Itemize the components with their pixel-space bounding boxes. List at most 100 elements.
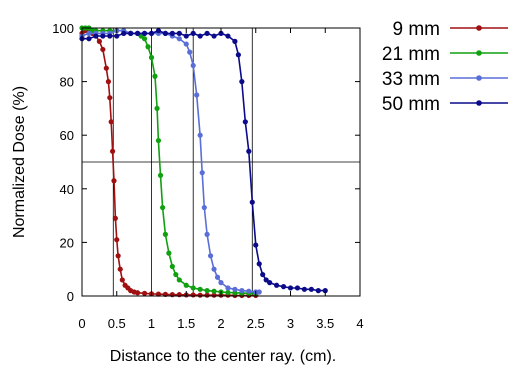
series-2-point bbox=[176, 36, 182, 42]
series-0-point bbox=[105, 79, 112, 85]
series-2-point bbox=[239, 288, 245, 294]
series-0-point bbox=[190, 292, 196, 298]
series-3-point bbox=[197, 33, 203, 39]
series-3-point bbox=[249, 199, 255, 205]
series-2-point bbox=[190, 62, 196, 69]
series-0-point bbox=[115, 253, 121, 259]
series-1-point bbox=[155, 137, 162, 144]
series-3-point bbox=[169, 30, 175, 36]
series-3-point bbox=[204, 30, 210, 36]
series-0-point bbox=[204, 292, 210, 298]
series-3-point bbox=[239, 79, 245, 85]
series-0-point bbox=[112, 215, 118, 221]
y-tick-label-2: 40 bbox=[60, 182, 74, 197]
series-3-point bbox=[162, 30, 168, 36]
series-2-point bbox=[214, 274, 221, 280]
series-3-point bbox=[242, 119, 248, 125]
series-3-point bbox=[128, 30, 134, 36]
series-0 bbox=[79, 28, 259, 299]
legend-item-0: 9 mm bbox=[393, 19, 508, 40]
series-0-point bbox=[96, 38, 102, 45]
series-3-point bbox=[274, 282, 280, 288]
series-3-point bbox=[287, 285, 294, 291]
y-tick-label-1: 20 bbox=[60, 235, 74, 250]
series-3-point bbox=[232, 38, 238, 45]
reference-lines bbox=[82, 28, 360, 296]
series-1-point bbox=[176, 277, 182, 283]
series-2-point bbox=[232, 286, 238, 292]
series-1-point bbox=[204, 288, 210, 294]
x-tick-label-8: 4 bbox=[356, 316, 363, 331]
series-2-point bbox=[225, 285, 231, 291]
legend-swatch-marker-2 bbox=[476, 75, 482, 81]
series-2-point bbox=[197, 132, 203, 138]
x-tick-label-5: 2.5 bbox=[247, 316, 265, 331]
series-0-point bbox=[119, 277, 125, 283]
series-3-point bbox=[107, 33, 113, 39]
legend-item-3: 50 mm bbox=[382, 94, 508, 115]
series-2-point bbox=[256, 289, 262, 295]
series-1-point bbox=[162, 231, 168, 237]
y-axis-label: Normalized Dose (%) bbox=[11, 86, 28, 238]
x-tick-label-4: 2 bbox=[217, 316, 224, 331]
series-1-point bbox=[166, 250, 172, 256]
series-1-point bbox=[197, 286, 203, 292]
series-3-point bbox=[301, 286, 307, 292]
series-3-point bbox=[256, 261, 262, 267]
x-tick-label-6: 3 bbox=[287, 316, 294, 331]
series-0-point bbox=[108, 119, 114, 125]
series-1-point bbox=[190, 285, 196, 291]
x-tick-label-1: 0.5 bbox=[108, 316, 126, 331]
x-axis-label: Distance to the center ray. (cm). bbox=[110, 348, 336, 365]
series-2-point bbox=[183, 41, 189, 47]
series-1-point bbox=[173, 271, 179, 278]
series-2-point bbox=[218, 280, 224, 286]
series-3-point bbox=[267, 280, 273, 286]
legend-swatch-marker-0 bbox=[476, 25, 482, 31]
series-0-point bbox=[155, 291, 162, 297]
series-0-point bbox=[109, 148, 116, 154]
y-tick-label-4: 80 bbox=[60, 75, 74, 90]
series-3-point bbox=[246, 148, 252, 154]
legend-item-1: 21 mm bbox=[382, 44, 508, 65]
legend-swatch-marker-3 bbox=[476, 100, 482, 106]
series-1-point bbox=[160, 204, 166, 211]
series-0-point bbox=[117, 266, 123, 272]
series-3-point bbox=[308, 286, 314, 292]
series-3-point bbox=[235, 52, 241, 58]
series-0-point bbox=[103, 65, 109, 71]
series-2-point bbox=[207, 253, 214, 259]
series-3-point bbox=[114, 33, 120, 39]
series-2-point bbox=[246, 288, 252, 294]
series-1-point bbox=[157, 172, 164, 178]
series-3-point bbox=[86, 36, 92, 42]
series-1-point bbox=[225, 289, 231, 296]
series-1-point bbox=[152, 73, 158, 79]
legend-label-0: 9 mm bbox=[393, 19, 441, 40]
series-3-point bbox=[211, 33, 217, 39]
series-3-point bbox=[155, 28, 162, 34]
legend: 9 mm 21 mm 33 mm 50 mm bbox=[382, 19, 508, 115]
series-1-point bbox=[211, 288, 217, 294]
x-tick-label-2: 1 bbox=[148, 316, 155, 331]
series-2-point bbox=[187, 49, 193, 55]
series-3-point bbox=[322, 288, 328, 294]
y-tick-label-3: 60 bbox=[60, 128, 74, 143]
legend-item-2: 33 mm bbox=[382, 69, 508, 90]
series-0-point bbox=[111, 178, 117, 184]
series-layer bbox=[79, 25, 328, 299]
series-1-point bbox=[141, 36, 148, 42]
series-3-point bbox=[141, 30, 148, 36]
series-0-point bbox=[114, 237, 120, 243]
y-tick-label-5: 100 bbox=[52, 21, 74, 36]
series-3-point bbox=[100, 33, 106, 39]
series-3-point bbox=[218, 30, 224, 36]
series-3-point bbox=[135, 30, 141, 36]
series-2-point bbox=[86, 30, 92, 36]
series-2-point bbox=[199, 170, 205, 176]
series-1-point bbox=[145, 44, 151, 50]
series-0-point bbox=[107, 95, 113, 101]
y-tick-label-0: 0 bbox=[67, 289, 74, 304]
legend-label-2: 33 mm bbox=[382, 69, 440, 90]
